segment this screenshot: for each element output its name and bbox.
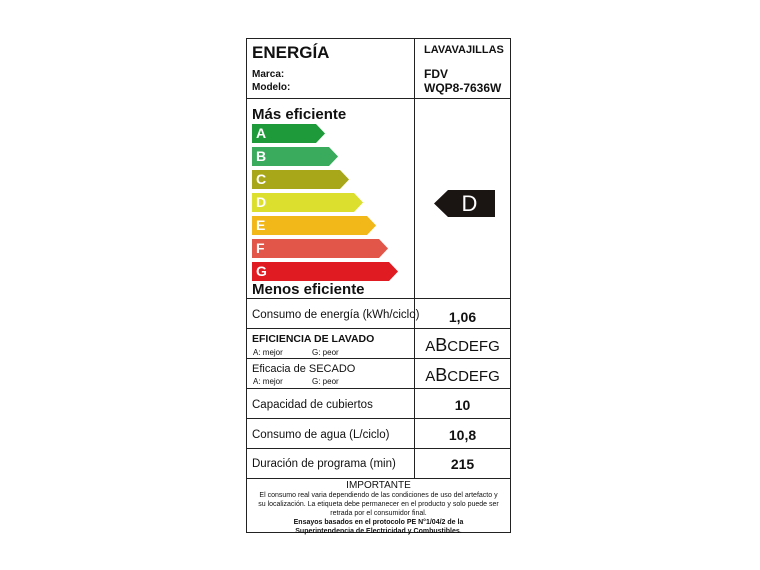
efficiency-class-g: G	[252, 262, 398, 281]
drying-scale: ABCDEFG	[425, 365, 500, 385]
divider	[414, 39, 415, 479]
important-title: IMPORTANTE	[346, 480, 411, 491]
washing-best: A: mejor	[253, 348, 283, 357]
efficiency-class-c: C	[252, 170, 349, 189]
capacity-label: Capacidad de cubiertos	[252, 399, 373, 411]
model-value: WQP8-7636W	[424, 81, 502, 95]
model-label: Modelo:	[252, 82, 291, 93]
program-duration-value: 215	[450, 456, 475, 472]
drying-best: A: mejor	[253, 377, 283, 386]
important-text: Superintendencia de Electricidad y Combu…	[295, 528, 462, 535]
drying-efficacy-label: Eficacia de SECADO	[252, 363, 356, 375]
washing-efficiency-label: EFICIENCIA DE LAVADO	[252, 333, 375, 345]
program-duration-label: Duración de programa (min)	[252, 458, 396, 470]
energy-label: ENERGÍA LAVAVAJILLAS Marca: Modelo: FDV …	[246, 38, 511, 535]
appliance-type: LAVAVAJILLAS	[424, 44, 504, 56]
efficiency-class-a: A	[252, 124, 325, 143]
most-efficient-label: Más eficiente	[252, 106, 347, 123]
label-title: ENERGÍA	[252, 43, 330, 62]
important-text: su localización. La etiqueta debe perman…	[258, 501, 499, 508]
important-text: retrada por el consumidor final.	[330, 510, 427, 517]
least-efficient-label: Menos eficiente	[252, 281, 365, 298]
brand-value: FDV	[424, 67, 448, 81]
drying-worst: G: peor	[312, 377, 339, 386]
important-text: El consumo real varia dependiendo de las…	[259, 492, 498, 499]
efficiency-class-d: D	[252, 193, 363, 212]
energy-consumption-value: 1,06	[448, 309, 477, 325]
washing-worst: G: peor	[312, 348, 339, 357]
rating-pointer: D	[434, 190, 495, 217]
washing-scale: ABCDEFG	[425, 335, 500, 355]
important-text: Ensayos basados en el protocolo PE N°1/0…	[293, 519, 464, 526]
efficiency-class-e: E	[252, 216, 376, 235]
brand-label: Marca:	[252, 69, 285, 80]
efficiency-class-b: B	[252, 147, 338, 166]
capacity-value: 10	[454, 397, 471, 413]
efficiency-class-f: F	[252, 239, 388, 258]
water-consumption-label: Consumo de agua (L/ciclo)	[252, 429, 390, 441]
energy-consumption-label: Consumo de energía (kWh/ciclo)	[252, 309, 420, 321]
water-consumption-value: 10,8	[448, 427, 477, 443]
